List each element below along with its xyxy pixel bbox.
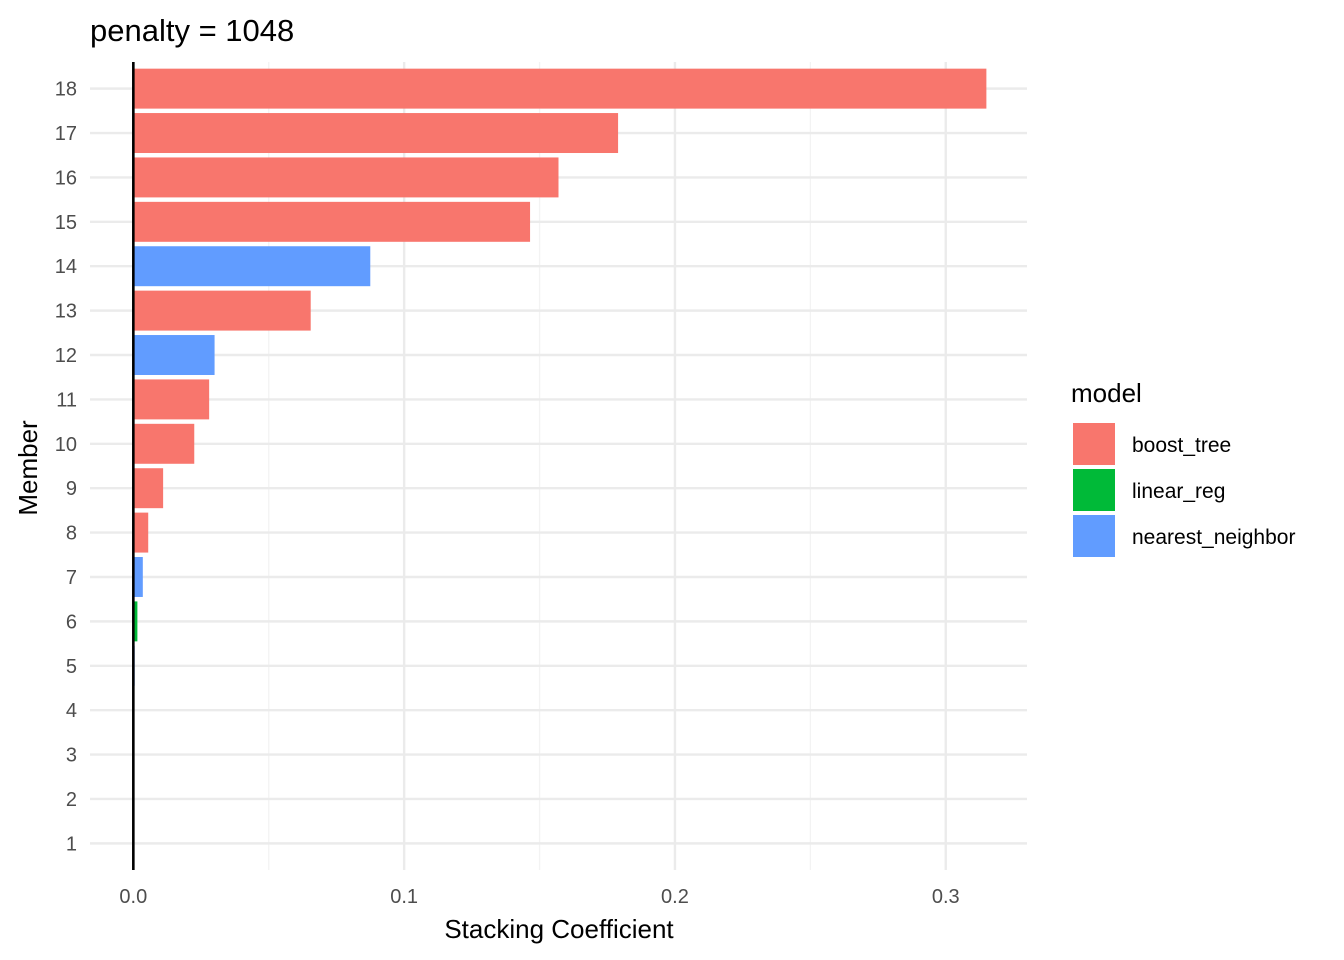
y-tick-label: 15: [55, 212, 77, 234]
bar-member-6: [133, 601, 138, 642]
bar-member-18: [133, 68, 987, 109]
y-tick-label: 11: [56, 389, 77, 411]
y-tick-label: 7: [66, 567, 77, 589]
bar-member-8: [133, 512, 149, 553]
chart-title: penalty = 1048: [90, 13, 294, 48]
legend-label-boost-tree: boost_tree: [1132, 434, 1231, 457]
y-tick-label: 8: [66, 523, 77, 545]
legend-title: model: [1071, 378, 1142, 408]
legend-label-linear-reg: linear_reg: [1132, 480, 1225, 503]
y-tick-label: 1: [66, 833, 77, 855]
bars: [133, 68, 987, 686]
y-tick-label: 2: [66, 789, 77, 811]
bar-member-10: [133, 423, 195, 464]
x-tick-label: 0.3: [932, 886, 960, 908]
bar-member-12: [133, 335, 215, 375]
y-tick-label: 13: [55, 301, 77, 323]
bar-member-9: [133, 468, 164, 509]
x-tick-label: 0.1: [390, 886, 418, 908]
y-tick-label: 3: [66, 745, 77, 767]
y-tick-label: 18: [55, 79, 77, 101]
legend-key-nearest-neighbor: [1073, 515, 1115, 557]
x-axis-ticks: 0.0 0.1 0.2 0.3: [119, 886, 959, 908]
bar-member-15: [133, 201, 531, 242]
y-tick-label: 16: [55, 167, 77, 189]
x-tick-label: 0.2: [661, 886, 689, 908]
legend: model boost_tree linear_reg nearest_neighb…: [1071, 378, 1295, 557]
bar-member-14: [133, 246, 371, 287]
y-tick-label: 9: [66, 478, 77, 500]
y-tick-label: 5: [66, 656, 77, 678]
x-axis-title: Stacking Coefficient: [444, 914, 674, 944]
y-tick-label: 10: [55, 434, 77, 456]
legend-label-nearest-neighbor: nearest_neighbor: [1132, 526, 1295, 549]
y-tick-label: 6: [66, 611, 77, 633]
y-tick-label: 4: [66, 700, 77, 722]
x-tick-label: 0.0: [119, 886, 147, 908]
legend-key-boost-tree: [1073, 423, 1115, 465]
bar-member-7: [133, 557, 143, 597]
y-axis-title: Member: [13, 420, 43, 516]
bar-member-13: [133, 290, 311, 331]
y-tick-label: 12: [55, 345, 77, 367]
bar-member-17: [133, 113, 619, 154]
y-tick-label: 14: [55, 256, 77, 278]
bar-member-16: [133, 157, 559, 198]
y-tick-label: 17: [55, 123, 77, 145]
bar-member-11: [133, 379, 210, 420]
legend-key-linear-reg: [1073, 469, 1115, 511]
